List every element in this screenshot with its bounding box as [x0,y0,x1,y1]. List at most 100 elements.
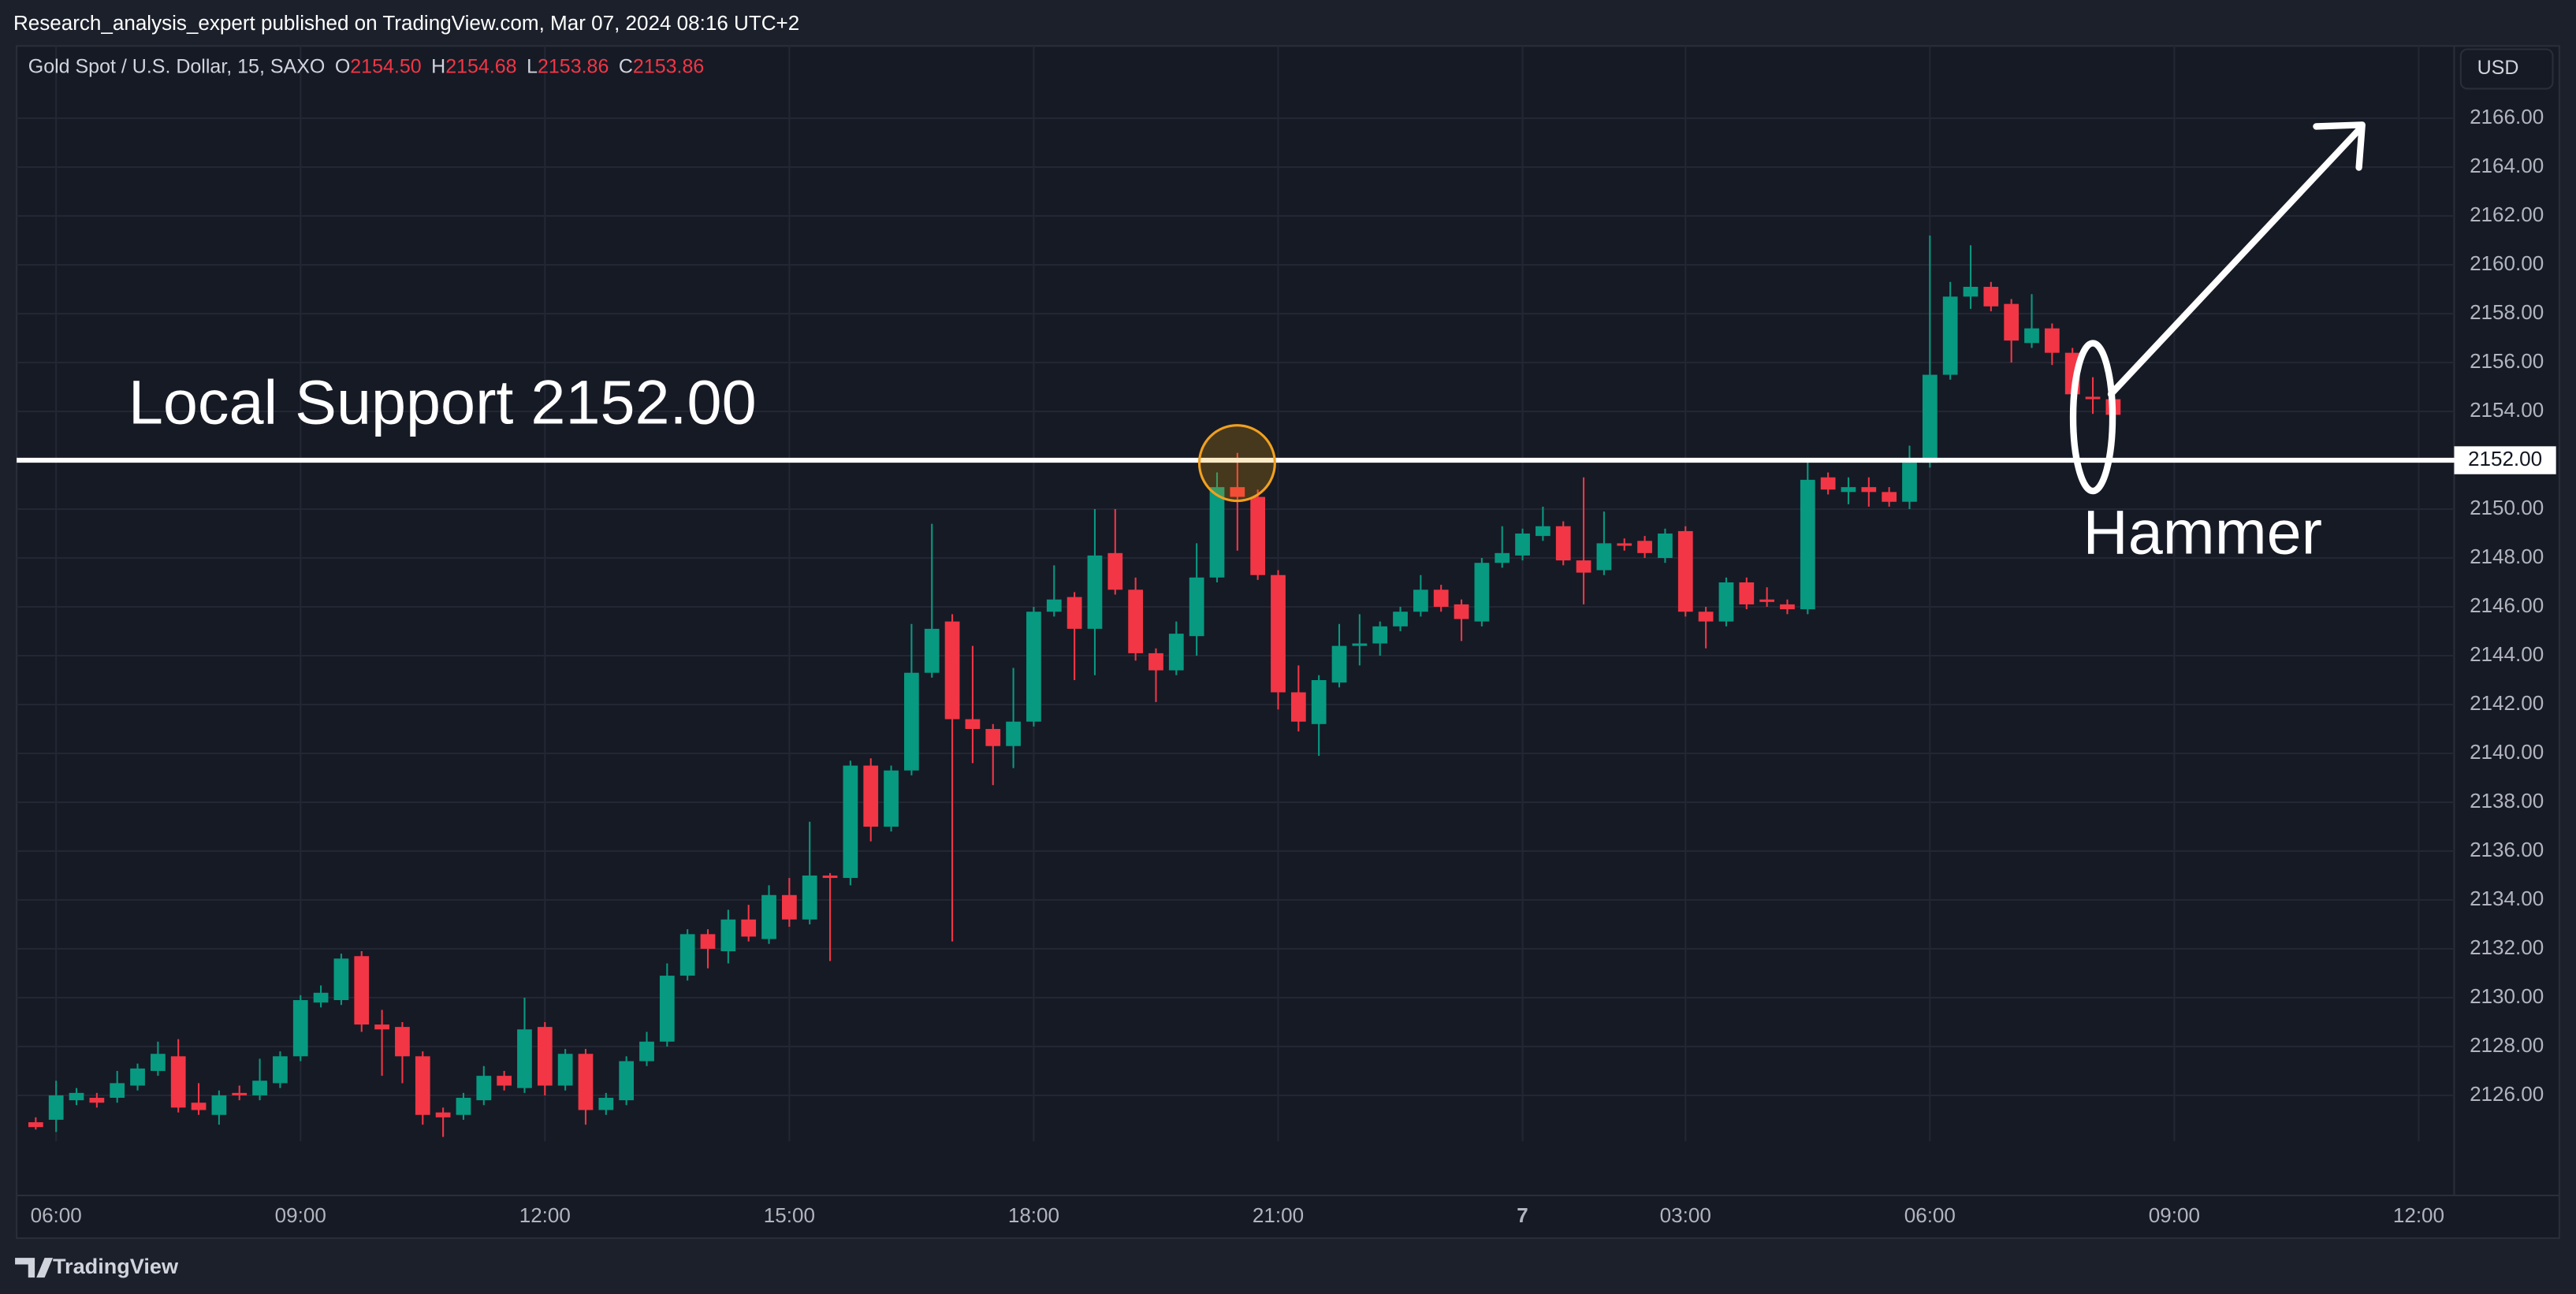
chart-title: Gold Spot / U.S. Dollar, 15, SAXO [28,55,326,77]
annotation: Local Support 2152.00 [128,367,757,437]
candle-body [1718,582,1734,622]
candle-body [720,919,736,952]
y-tick-label: 2154.00 [2470,398,2544,422]
candle-body [598,1098,614,1110]
y-tick-label: 2130.00 [2470,984,2544,1008]
candle-body [741,919,757,937]
candle-body [1922,374,1938,463]
candle-body [395,1027,410,1057]
currency[interactable]: USD [2477,57,2519,79]
candle-body [517,1029,532,1088]
y-tick-label: 2138.00 [2470,789,2544,812]
brand: TradingView [53,1254,179,1278]
chart-legend: Gold Spot / U.S. Dollar, 15, SAXO O2154.5… [28,55,705,77]
candle-body [1698,612,1714,622]
candle-body [456,1098,471,1115]
candle-body [1515,534,1530,556]
candle-body [1128,589,1144,653]
candle-body [1963,286,1979,297]
candle-body [863,765,879,827]
candle-body [1067,597,1082,629]
x-tick-label: 06:00 [1904,1203,1956,1227]
candle-body [1617,543,1632,546]
candle-body [679,934,695,976]
candle-body [354,956,370,1025]
candle-body [1046,599,1062,612]
candle-body [150,1054,166,1071]
candles [28,235,2121,1137]
currency-box[interactable] [2459,48,2554,90]
y-tick-label: 2136.00 [2470,838,2544,861]
candle-body [1596,543,1612,571]
x-tick-label: 15:00 [764,1203,815,1227]
candle-body [1352,643,1368,646]
y-tick-label: 2128.00 [2470,1033,2544,1057]
y-tick-label: 2148.00 [2470,545,2544,568]
y-tick-label: 2142.00 [2470,691,2544,715]
candle-body [1006,721,1021,746]
x-tick-label: 09:00 [275,1203,326,1227]
candle-body [1454,604,1469,619]
y-tick-label: 2162.00 [2470,203,2544,226]
candle-body [944,621,960,720]
candle-body [1983,286,1999,307]
candle-body [802,875,817,920]
y-tick-label: 2164.00 [2470,154,2544,177]
candle-body [1250,496,1266,575]
candle-body [1495,552,1510,563]
candle-body [476,1076,492,1101]
candle-body [89,1098,105,1103]
candle-body [1271,574,1286,693]
candle-body [130,1068,145,1086]
candle-body [1841,487,1856,493]
candle-body [884,770,899,827]
y-tick-label: 2126.00 [2470,1082,2544,1106]
legend-label: L [527,55,538,77]
candle-body [1637,541,1652,553]
candle-body [659,976,675,1042]
candle-body [333,958,349,1001]
x-tick-label: 12:00 [2393,1203,2444,1227]
publisher: Research_analysis_expert published on Tr… [13,11,799,35]
candle-body [435,1112,451,1117]
candle-body [1433,589,1449,608]
candle-body [985,728,1001,746]
candle-body [639,1041,654,1062]
candle-body [1331,645,1347,683]
legend-label: H [431,55,445,77]
candle-body [761,894,776,939]
candle-body [1107,552,1123,590]
y-tick-label: 2160.00 [2470,251,2544,275]
legend-label: O [335,55,350,77]
candle-body [2004,303,2019,341]
candle-body [48,1095,64,1120]
candle-body [1189,577,1204,637]
legend-label: C [619,55,633,77]
y-tick-label: 2150.00 [2470,496,2544,519]
candle-body [1882,492,1897,502]
candle-body [781,894,797,920]
y-tick-label: 2132.00 [2470,935,2544,959]
legend-value: 2153.86 [633,55,704,77]
candle-body [1820,477,1836,490]
support-label: 2152.00 [2468,447,2542,470]
y-tick-label: 2156.00 [2470,349,2544,373]
candle-body [965,719,981,729]
candle-body [619,1061,635,1101]
candle-body [1780,604,1795,610]
candle-body [1658,534,1673,559]
x-tick-label: 09:00 [2149,1203,2200,1227]
candle-body [1230,487,1245,497]
brand-logo [15,1258,54,1278]
candle-body [1148,653,1163,671]
candle-body [1739,582,1755,604]
axes: 2126.00 2128.00 2130.00 2132.00 2134.00 2136.… [31,105,2544,1227]
candle-body [1576,560,1591,573]
candle-body [1474,563,1490,622]
candle-body [232,1092,248,1095]
candle-body [1168,634,1184,671]
x-tick-label: 21:00 [1253,1203,1304,1227]
candle-body [1677,530,1693,612]
